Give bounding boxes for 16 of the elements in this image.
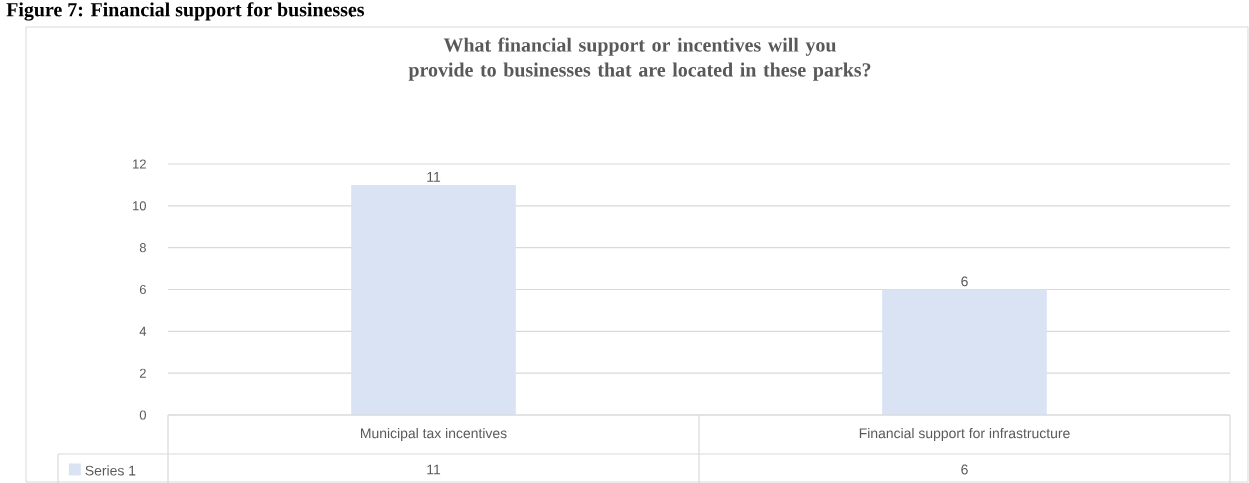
data-label: 6 <box>961 464 968 475</box>
annotation: 11 <box>427 172 441 182</box>
annotation: 6 <box>961 276 968 287</box>
x-tick-label: Financial support for infrastructure <box>859 427 1070 441</box>
caption: Figure 7: Financial support for businesses <box>6 2 365 21</box>
legend-label: Series 1 <box>85 465 136 476</box>
y-tick-label: 6 <box>139 284 146 295</box>
data-label: 11 <box>427 464 441 475</box>
x-tick-label: Municipal tax incentives <box>361 427 507 441</box>
chart-title: What financial support or incentives will you provide to businesses that are located in these parks? <box>408 37 871 81</box>
y-tick-label: 10 <box>133 201 146 211</box>
y-tick-label: 0 <box>139 410 146 420</box>
y-tick-label: 4 <box>139 326 147 336</box>
y-tick-label: 8 <box>139 243 146 253</box>
y-tick-label: 12 <box>133 159 146 169</box>
y-tick-label: 2 <box>139 368 146 378</box>
